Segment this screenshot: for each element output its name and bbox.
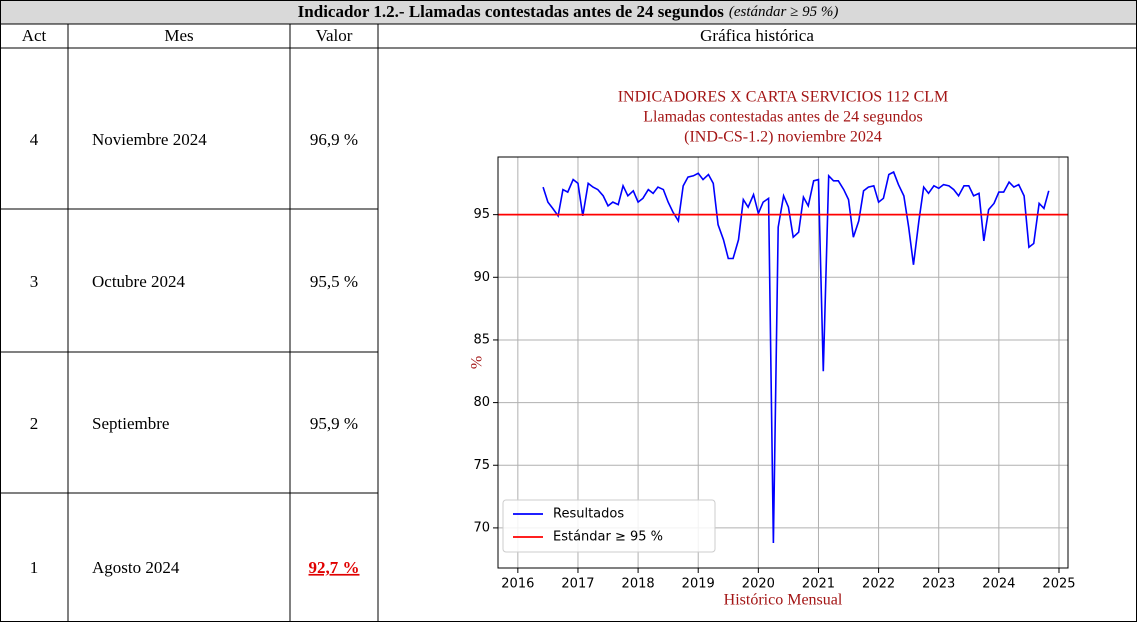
title-row-bg bbox=[0, 0, 1137, 24]
column-header: Valor bbox=[316, 26, 353, 45]
data-line bbox=[542, 170, 1050, 543]
month-cell: Noviembre 2024 bbox=[92, 130, 207, 149]
x-tick-label: 2023 bbox=[922, 577, 955, 592]
x-tick-label: 2016 bbox=[501, 577, 534, 592]
chart-title: (IND-CS-1.2) noviembre 2024 bbox=[684, 129, 882, 146]
y-tick-label: 90 bbox=[473, 270, 490, 285]
legend-label: Resultados bbox=[553, 507, 624, 522]
value-cell: 96,9 % bbox=[310, 130, 358, 149]
month-cell: Octubre 2024 bbox=[92, 272, 186, 291]
y-tick-label: 75 bbox=[473, 458, 490, 473]
month-cell: Septiembre bbox=[92, 414, 169, 433]
act-cell: 4 bbox=[30, 130, 39, 149]
y-tick-label: 80 bbox=[473, 395, 490, 410]
column-header: Gráfica histórica bbox=[700, 26, 814, 45]
act-cell: 3 bbox=[30, 272, 39, 291]
value-cell: 95,5 % bbox=[310, 272, 358, 291]
column-header: Act bbox=[22, 26, 47, 45]
chart-title: Llamadas contestadas antes de 24 segundo… bbox=[643, 109, 922, 126]
plot-frame bbox=[497, 156, 1069, 569]
act-cell: 2 bbox=[30, 414, 39, 433]
title-note: (estándar ≥ 95 %) bbox=[729, 4, 838, 20]
x-tick-label: 2021 bbox=[802, 577, 835, 592]
x-tick-label: 2025 bbox=[1042, 577, 1075, 592]
x-axis-label: Histórico Mensual bbox=[724, 592, 843, 609]
x-tick-label: 2019 bbox=[682, 577, 715, 592]
x-tick-label: 2018 bbox=[622, 577, 655, 592]
month-cell: Agosto 2024 bbox=[92, 558, 180, 577]
x-tick-label: 2022 bbox=[862, 577, 895, 592]
y-tick-label: 70 bbox=[473, 520, 490, 535]
x-tick-label: 2020 bbox=[742, 577, 775, 592]
value-cell: 92,7 % bbox=[309, 558, 360, 577]
x-tick-label: 2017 bbox=[561, 577, 594, 592]
act-cell: 1 bbox=[30, 558, 39, 577]
chart-title: INDICADORES X CARTA SERVICIOS 112 CLM bbox=[618, 89, 949, 106]
value-cell: 95,9 % bbox=[310, 414, 358, 433]
legend-label: Estándar ≥ 95 % bbox=[553, 530, 663, 545]
y-tick-label: 85 bbox=[473, 332, 490, 347]
y-axis-label: % bbox=[469, 356, 486, 369]
table-title: Indicador 1.2.- Llamadas contestadas ant… bbox=[298, 2, 839, 21]
column-header: Mes bbox=[164, 26, 193, 45]
x-tick-label: 2024 bbox=[982, 577, 1015, 592]
y-tick-label: 95 bbox=[473, 207, 490, 222]
legend-box bbox=[502, 499, 716, 553]
title: Indicador 1.2.- Llamadas contestadas ant… bbox=[298, 2, 725, 21]
